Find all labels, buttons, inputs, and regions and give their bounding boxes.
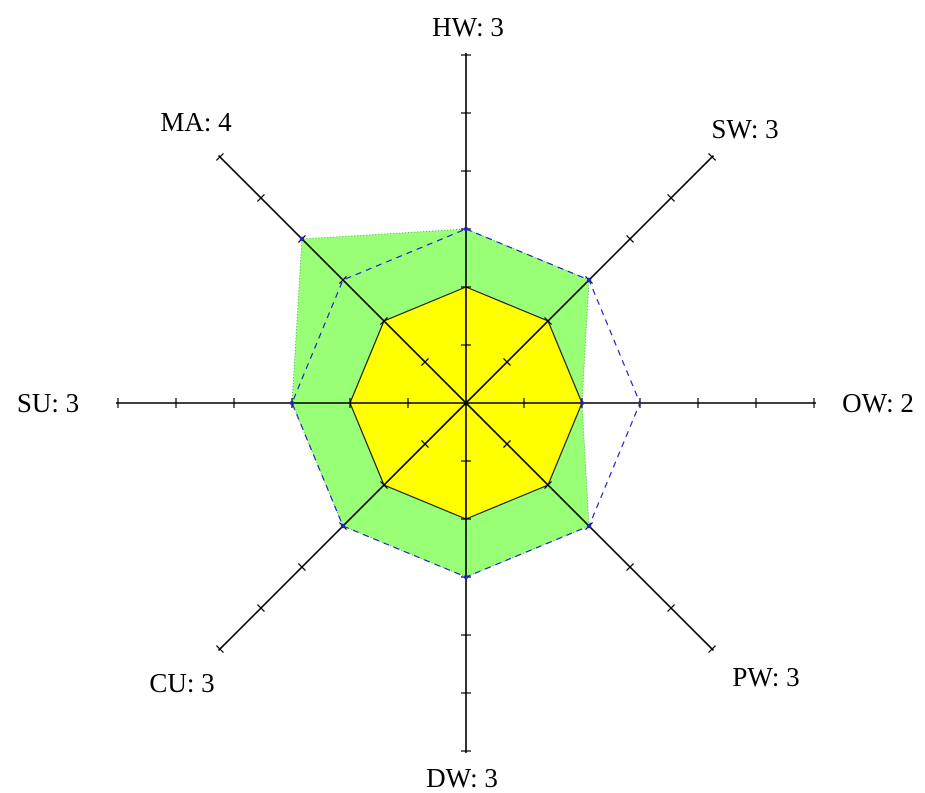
data-point-sw bbox=[586, 277, 592, 283]
axis-labels: HW: 3 SW: 3 OW: 2 PW: 3 DW: 3 CU: 3 SU: 3 MA: 4 bbox=[17, 12, 914, 793]
data-point-ma bbox=[299, 236, 305, 242]
axis-tick-ma-1 bbox=[421, 358, 429, 366]
data-point-cu bbox=[340, 523, 346, 529]
axis-tick-sw-5 bbox=[667, 193, 676, 202]
axis-tick-cu-5 bbox=[256, 604, 265, 613]
axis-tick-pw-2 bbox=[544, 481, 552, 489]
axis-tick-pw-6 bbox=[708, 645, 717, 654]
axis-label-hw: HW: 3 bbox=[432, 12, 504, 42]
data-point-hw bbox=[463, 226, 469, 232]
data-point-dw bbox=[463, 574, 469, 580]
axis-tick-ma-3 bbox=[339, 276, 347, 284]
data-point-pw bbox=[586, 523, 592, 529]
axis-tick-pw-4 bbox=[626, 563, 635, 572]
axis-tick-sw-6 bbox=[708, 152, 717, 161]
axis-label-pw: PW: 3 bbox=[732, 662, 799, 692]
axis-tick-ma-6 bbox=[215, 152, 224, 161]
axis-label-cu: CU: 3 bbox=[149, 668, 214, 698]
axis-tick-cu-6 bbox=[215, 645, 224, 654]
axis-tick-ma-2 bbox=[380, 317, 388, 325]
axis-tick-pw-1 bbox=[503, 440, 511, 448]
axis-tick-pw-5 bbox=[667, 604, 676, 613]
axis-tick-cu-2 bbox=[380, 481, 388, 489]
axis-tick-cu-4 bbox=[297, 563, 306, 572]
reference-line-group bbox=[289, 226, 641, 580]
axis-label-ow: OW: 2 bbox=[842, 388, 914, 418]
data-point-ow bbox=[579, 400, 585, 406]
axes bbox=[116, 53, 816, 753]
axis-label-sw: SW: 3 bbox=[711, 114, 778, 144]
axis-label-ma: MA: 4 bbox=[160, 107, 232, 137]
axis-tick-sw-2 bbox=[544, 317, 552, 325]
axis-label-su: SU: 3 bbox=[17, 388, 79, 418]
axis-tick-cu-1 bbox=[421, 440, 429, 448]
axis-tick-ma-5 bbox=[256, 193, 265, 202]
data-point-su bbox=[289, 400, 295, 406]
axis-tick-sw-4 bbox=[626, 234, 635, 243]
axis-tick-sw-1 bbox=[503, 358, 511, 366]
axis-label-dw: DW: 3 bbox=[426, 763, 498, 793]
